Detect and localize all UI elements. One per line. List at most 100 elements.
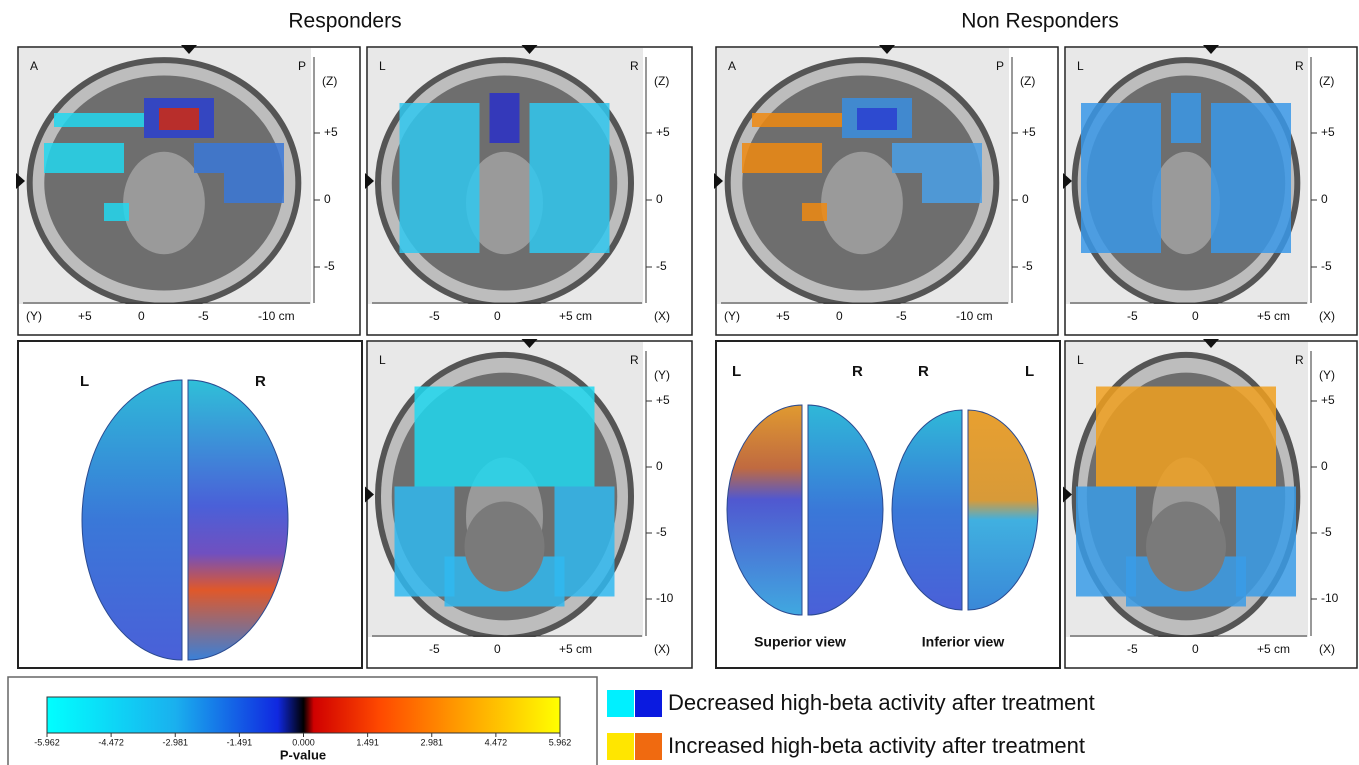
activation <box>490 93 520 143</box>
axis-tick-label: 0 <box>494 309 501 323</box>
corner-label: L <box>379 353 386 367</box>
activation <box>857 108 897 130</box>
activation <box>415 387 595 487</box>
axis-tick-label: -5 <box>198 309 209 323</box>
colorbar-tick-label: -5.962 <box>34 737 60 747</box>
axis-label: (Z) <box>654 74 669 88</box>
colorbar-tick-label: 1.491 <box>356 737 379 747</box>
axis-label: (X) <box>1319 309 1335 323</box>
axis-tick-label: +5 cm <box>1257 309 1290 323</box>
hemisphere-label: L <box>1025 363 1034 380</box>
activation <box>194 143 284 173</box>
activation <box>752 113 842 127</box>
axis-label: (Y) <box>724 309 740 323</box>
corner-label: A <box>728 59 736 73</box>
axis-label: (Z) <box>1020 74 1035 88</box>
view-caption: Superior view <box>754 634 846 650</box>
activation <box>224 173 284 203</box>
brain-core <box>1152 152 1220 254</box>
legend-swatch <box>607 733 634 760</box>
axis-label: (Y) <box>26 309 42 323</box>
hemisphere-label: R <box>255 373 266 390</box>
hemisphere-label: R <box>918 363 929 380</box>
activation <box>802 203 827 221</box>
activation <box>1171 93 1201 143</box>
activation <box>922 173 982 203</box>
activation <box>54 113 144 127</box>
axis-tick-label: +5 <box>656 393 670 407</box>
corner-label: A <box>30 59 38 73</box>
activation <box>1096 387 1276 487</box>
activation <box>400 103 480 253</box>
brainstem <box>465 502 545 592</box>
axis-tick-label: -10 cm <box>956 309 993 323</box>
view-caption: Inferior view <box>922 634 1005 650</box>
axis-tick-label: +5 cm <box>559 309 592 323</box>
axis-tick-label: -5 <box>656 259 667 273</box>
axis-tick-label: 0 <box>836 309 843 323</box>
legend-swatch <box>635 690 662 717</box>
brain-core <box>821 152 903 254</box>
legend-swatch <box>607 690 634 717</box>
hemisphere-label: L <box>80 373 89 390</box>
activation <box>159 108 199 130</box>
corner-label: R <box>630 59 639 73</box>
axis-tick-label: -10 <box>1321 591 1339 605</box>
colorbar-tick-label: 5.962 <box>549 737 572 747</box>
axis-tick-label: -5 <box>896 309 907 323</box>
legend-text: Decreased high-beta activity after treat… <box>668 690 1095 715</box>
axis-tick-label: +5 <box>1321 125 1335 139</box>
hemisphere-label: R <box>852 363 863 380</box>
axis-label: (Y) <box>654 368 670 382</box>
axis-label: (Y) <box>1319 368 1335 382</box>
activation <box>44 143 124 173</box>
brain-image <box>18 47 360 335</box>
corner-label: P <box>298 59 306 73</box>
axis-label: (X) <box>1319 642 1335 656</box>
brainstem <box>1146 502 1226 592</box>
axis-tick-label: -10 <box>656 591 674 605</box>
axis-tick-label: -10 cm <box>258 309 295 323</box>
axis-tick-label: -5 <box>1321 525 1332 539</box>
figure: Responders A P (Z) +5 0 -5 (Y) +5 0 -5 -10 cm L R (Z) +… <box>0 0 1359 765</box>
axis-tick-label: -5 <box>1022 259 1033 273</box>
axis-label: (X) <box>654 309 670 323</box>
activation <box>1081 103 1161 253</box>
axis-label: (Z) <box>1319 74 1334 88</box>
axis-tick-label: 0 <box>1192 309 1199 323</box>
axis-tick-label: +5 <box>776 309 790 323</box>
colorbar-tick-label: -4.472 <box>98 737 124 747</box>
axis-tick-label: +5 <box>78 309 92 323</box>
axis-tick-label: +5 cm <box>1257 642 1290 656</box>
axis-tick-label: 0 <box>1022 192 1029 206</box>
axis-tick-label: 0 <box>656 192 663 206</box>
activation <box>892 143 982 173</box>
axis-tick-label: +5 <box>1321 393 1335 407</box>
axis-tick-label: 0 <box>138 309 145 323</box>
corner-label: L <box>1077 59 1084 73</box>
axis-label: (X) <box>654 642 670 656</box>
colorbar-tick-label: -1.491 <box>227 737 253 747</box>
colorbar-label: P-value <box>280 747 326 762</box>
axis-tick-label: -5 <box>324 259 335 273</box>
corner-label: R <box>1295 59 1304 73</box>
group-title: Responders <box>288 10 401 33</box>
colorbar-tick-label: 2.981 <box>420 737 443 747</box>
axis-tick-label: +5 <box>656 125 670 139</box>
legend-text: Increased high-beta activity after treat… <box>668 733 1085 758</box>
axis-tick-label: +5 <box>324 125 338 139</box>
activation <box>1211 103 1291 253</box>
axis-tick-label: -5 <box>429 642 440 656</box>
corner-label: P <box>996 59 1004 73</box>
legend-swatch <box>635 733 662 760</box>
hemisphere-label: L <box>732 363 741 380</box>
axis-label: (Z) <box>322 74 337 88</box>
corner-label: R <box>630 353 639 367</box>
colorbar-tick-label: -2.981 <box>162 737 188 747</box>
colorbar-tick-label: 4.472 <box>485 737 508 747</box>
axis-tick-label: 0 <box>656 459 663 473</box>
axis-tick-label: -5 <box>656 525 667 539</box>
activation <box>742 143 822 173</box>
brain-core <box>123 152 205 254</box>
group-title: Non Responders <box>961 10 1119 33</box>
